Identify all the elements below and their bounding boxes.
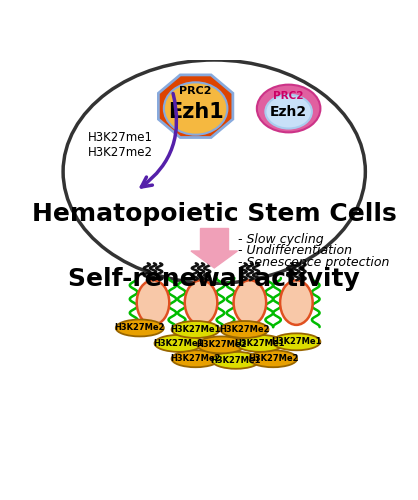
Ellipse shape <box>220 321 268 338</box>
Polygon shape <box>158 75 233 138</box>
Ellipse shape <box>63 60 365 284</box>
Text: H3K27Me2: H3K27Me2 <box>171 354 221 364</box>
Text: H3K27Me1: H3K27Me1 <box>171 325 221 334</box>
Ellipse shape <box>137 280 169 325</box>
Ellipse shape <box>172 321 219 338</box>
Text: - Undifferentiation: - Undifferentiation <box>238 244 352 256</box>
Text: - Slow cycling: - Slow cycling <box>238 233 324 246</box>
Text: Self-renewal activity: Self-renewal activity <box>69 268 360 291</box>
Ellipse shape <box>197 336 245 353</box>
Text: Ezh2: Ezh2 <box>270 106 307 120</box>
Ellipse shape <box>280 280 313 325</box>
Text: H3K27Me1: H3K27Me1 <box>211 356 261 365</box>
Ellipse shape <box>234 280 266 325</box>
Ellipse shape <box>116 320 164 336</box>
Text: PRC2: PRC2 <box>179 86 212 96</box>
Ellipse shape <box>172 350 219 367</box>
Ellipse shape <box>185 280 217 325</box>
Ellipse shape <box>257 84 321 132</box>
Ellipse shape <box>164 82 227 134</box>
Text: Hematopoietic Stem Cells: Hematopoietic Stem Cells <box>32 202 397 226</box>
Polygon shape <box>191 251 237 268</box>
Text: H3K27Me2: H3K27Me2 <box>196 340 247 349</box>
Ellipse shape <box>249 350 297 367</box>
FancyArrowPatch shape <box>141 94 176 187</box>
Text: H3K27Me2: H3K27Me2 <box>115 324 165 332</box>
Ellipse shape <box>236 335 284 352</box>
Polygon shape <box>200 228 228 251</box>
Text: PRC2: PRC2 <box>273 91 304 101</box>
Ellipse shape <box>265 94 312 128</box>
Ellipse shape <box>155 335 203 352</box>
Text: H3K27Me1: H3K27Me1 <box>153 339 204 348</box>
Text: H3K27me1
H3K27me2: H3K27me1 H3K27me2 <box>88 130 153 158</box>
Text: Ezh1: Ezh1 <box>168 102 224 122</box>
Ellipse shape <box>212 352 260 369</box>
Text: H3K27Me1: H3K27Me1 <box>271 338 321 346</box>
Text: H3K27Me1: H3K27Me1 <box>234 339 285 348</box>
Text: - Senescence protection: - Senescence protection <box>238 256 390 269</box>
Text: H3K27Me2: H3K27Me2 <box>248 354 298 364</box>
Text: H3K27Me2: H3K27Me2 <box>219 325 270 334</box>
Ellipse shape <box>273 334 321 350</box>
